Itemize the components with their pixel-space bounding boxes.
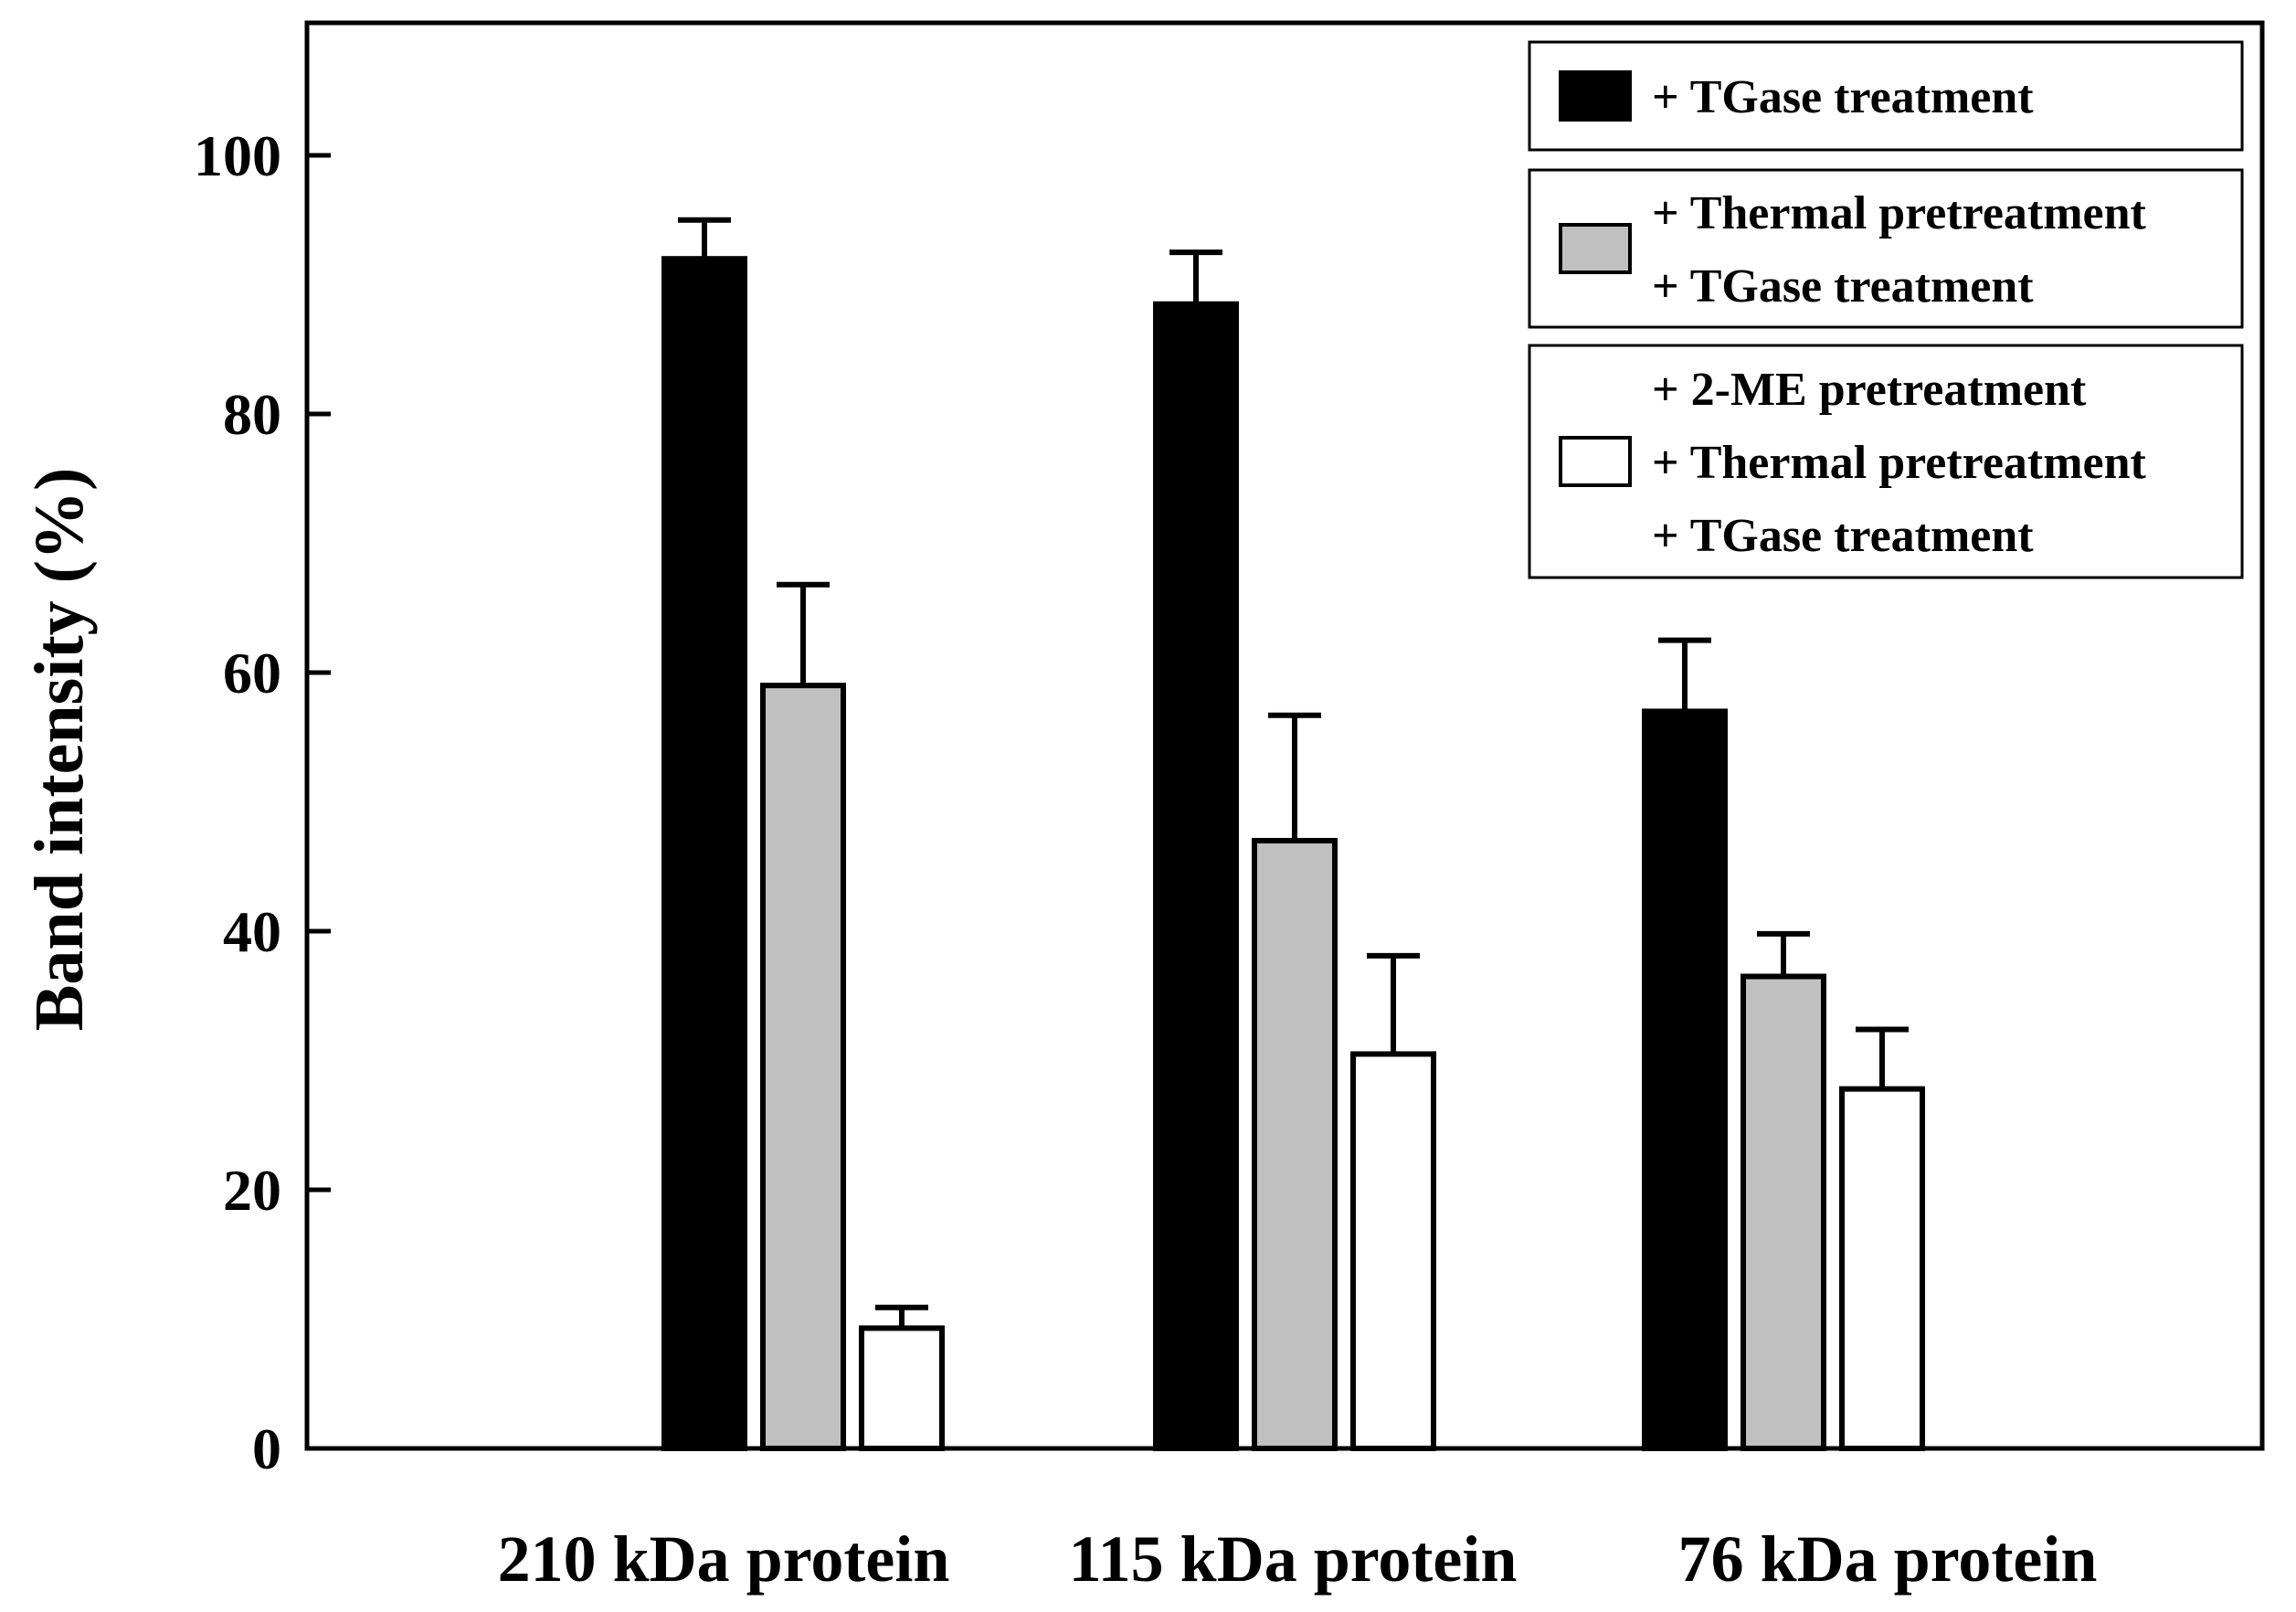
y-tick-label: 20 — [223, 1158, 281, 1223]
bars — [661, 217, 1925, 1452]
y-axis-title: Band intensity (%) — [21, 468, 98, 1032]
x-category-label: 210 kDa protein — [498, 1522, 950, 1596]
legend-label: + TGase treatment — [1652, 260, 2034, 313]
y-tick-label: 0 — [252, 1416, 281, 1481]
legend-label: + Thermal pretreatment — [1652, 187, 2147, 239]
legend-label: + TGase treatment — [1652, 510, 2034, 562]
bar — [1741, 973, 1826, 1451]
x-category-label: 76 kDa protein — [1678, 1522, 2098, 1596]
legend-label: + Thermal pretreatment — [1652, 437, 2147, 489]
bar — [1839, 1086, 1925, 1451]
x-axis-labels: 210 kDa protein 115 kDa protein 76 kDa pro… — [498, 1522, 2098, 1596]
bar — [1153, 301, 1239, 1452]
legend-label: + TGase treatment — [1652, 71, 2034, 123]
legend-label: + 2-ME pretreatment — [1652, 364, 2087, 416]
bar — [1350, 1051, 1436, 1452]
y-tick-label: 100 — [194, 123, 281, 188]
legend-entry-box — [1528, 40, 2244, 152]
bar — [859, 1325, 945, 1452]
x-category-label: 115 kDa protein — [1069, 1522, 1518, 1596]
y-tick-label: 60 — [223, 641, 281, 705]
bar — [760, 683, 846, 1451]
y-tick-label: 80 — [223, 382, 281, 447]
bar — [1642, 708, 1728, 1451]
legend-entry-box — [1528, 168, 2244, 329]
y-tick-label: 40 — [223, 899, 281, 964]
bar — [661, 256, 747, 1452]
legend-swatch — [1559, 436, 1632, 487]
legend-swatch — [1559, 70, 1632, 122]
bar — [1252, 837, 1338, 1451]
legend-swatch — [1559, 223, 1632, 274]
legend: + TGase treatment + Thermal pretreatment +… — [1528, 40, 2244, 579]
legend-entry-box — [1528, 344, 2244, 579]
y-axis-ticks: 0 20 40 60 80 100 — [194, 123, 331, 1481]
